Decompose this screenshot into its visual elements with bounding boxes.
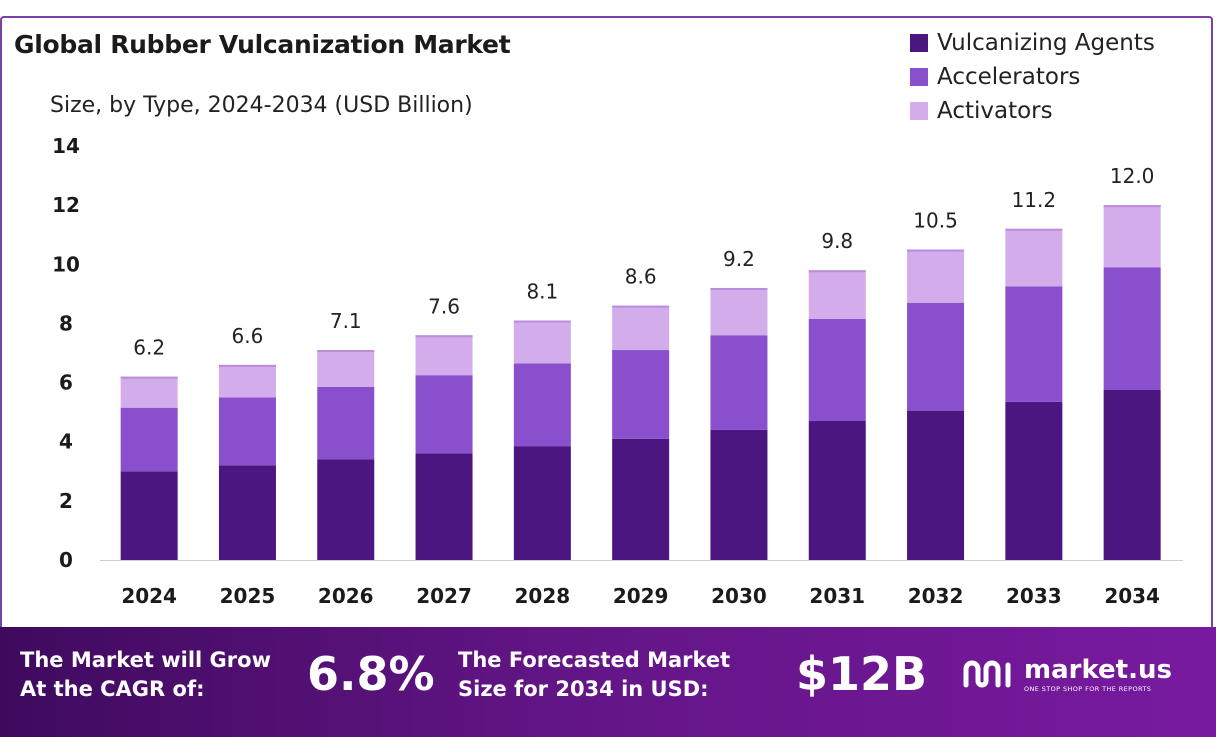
bar-segment-vulcanizing-agents bbox=[710, 429, 768, 560]
x-tick-label: 2030 bbox=[711, 584, 767, 608]
bar-segment-activators bbox=[317, 350, 375, 388]
bar-total-label: 8.1 bbox=[526, 279, 558, 303]
x-tick-label: 2031 bbox=[809, 584, 865, 608]
x-tick-label: 2024 bbox=[121, 584, 177, 608]
forecast-value: $12B bbox=[796, 647, 928, 701]
bar-segment-activators bbox=[218, 364, 276, 398]
bar-segment-accelerators bbox=[513, 363, 571, 447]
bar-segment-activators bbox=[907, 249, 965, 303]
forecast-label: The Forecasted Market Size for 2034 in U… bbox=[458, 646, 730, 704]
bar-segment-accelerators bbox=[1005, 286, 1063, 402]
y-tick-label: 12 bbox=[52, 193, 80, 217]
x-tick-label: 2029 bbox=[613, 584, 669, 608]
bar-segment-activators bbox=[808, 270, 866, 319]
y-tick-label: 8 bbox=[59, 311, 73, 335]
legend-label-accelerators: Accelerators bbox=[937, 64, 1081, 90]
y-tick-label: 2 bbox=[59, 489, 73, 513]
bar-segment-activators bbox=[710, 287, 768, 336]
x-tick-label: 2027 bbox=[416, 584, 472, 608]
bar-total-label: 11.2 bbox=[1012, 188, 1057, 212]
bar-segment-accelerators bbox=[612, 350, 670, 439]
bar-segment-accelerators bbox=[907, 302, 965, 411]
brand-logo: market.us ONE STOP SHOP FOR THE REPORTS bbox=[962, 655, 1172, 695]
bar-segment-activators bbox=[612, 305, 670, 351]
market-us-logo-icon bbox=[963, 660, 1011, 688]
bar-total-label: 9.8 bbox=[821, 229, 853, 253]
legend-label-vulcanizing-agents: Vulcanizing Agents bbox=[937, 30, 1155, 56]
cagr-value: 6.8% bbox=[307, 647, 435, 701]
y-tick-label: 14 bbox=[52, 134, 80, 158]
y-tick-label: 6 bbox=[59, 371, 73, 395]
bar-segment-vulcanizing-agents bbox=[1103, 389, 1161, 560]
bar-total-label: 7.6 bbox=[428, 294, 460, 318]
bar-total-label: 8.6 bbox=[625, 265, 657, 289]
bar-segment-accelerators bbox=[218, 397, 276, 466]
cagr-label-line1: The Market will Grow bbox=[20, 648, 271, 672]
y-tick-label: 10 bbox=[52, 252, 80, 276]
bar-total-label: 6.2 bbox=[133, 336, 165, 360]
bar-segment-accelerators bbox=[415, 375, 473, 454]
x-tick-label: 2034 bbox=[1104, 584, 1160, 608]
legend-item-activators: Activators bbox=[910, 94, 1155, 128]
bar-segment-vulcanizing-agents bbox=[612, 438, 670, 560]
legend-item-accelerators: Accelerators bbox=[910, 60, 1155, 94]
chart-title: Global Rubber Vulcanization Market bbox=[14, 30, 511, 59]
bar-segment-vulcanizing-agents bbox=[513, 446, 571, 560]
bar-segment-accelerators bbox=[317, 387, 375, 460]
bar-segment-vulcanizing-agents bbox=[218, 465, 276, 560]
forecast-label-line1: The Forecasted Market bbox=[458, 648, 731, 672]
bar-total-label: 10.5 bbox=[913, 209, 958, 233]
cagr-label-line2: At the CAGR of: bbox=[20, 677, 205, 701]
bar-segment-accelerators bbox=[808, 318, 866, 422]
legend: Vulcanizing Agents Accelerators Activato… bbox=[910, 26, 1155, 128]
legend-swatch-vulcanizing-agents bbox=[910, 34, 928, 52]
legend-swatch-accelerators bbox=[910, 68, 928, 86]
bar-segment-accelerators bbox=[1103, 267, 1161, 390]
legend-swatch-activators bbox=[910, 102, 928, 120]
bar-segment-activators bbox=[1005, 228, 1063, 287]
brand-name: market.us bbox=[1024, 655, 1172, 685]
bar-total-label: 9.2 bbox=[723, 247, 755, 271]
x-tick-label: 2026 bbox=[318, 584, 374, 608]
stacked-bar-chart: 0 2 4 6 8 10 12 14 6.2 2024 6.6 2025 7.1 2026 7.6 2027 8… bbox=[52, 134, 1183, 608]
y-tick-label: 4 bbox=[59, 430, 73, 454]
brand-tagline: ONE STOP SHOP FOR THE REPORTS bbox=[1024, 685, 1152, 693]
bar-segment-vulcanizing-agents bbox=[120, 471, 178, 560]
bar-segment-activators bbox=[1103, 205, 1161, 268]
bar-segment-vulcanizing-agents bbox=[907, 410, 965, 560]
bar-segment-activators bbox=[513, 320, 571, 364]
bar-segment-vulcanizing-agents bbox=[808, 421, 866, 560]
x-tick-label: 2028 bbox=[515, 584, 571, 608]
legend-label-activators: Activators bbox=[937, 98, 1053, 124]
y-tick-label: 0 bbox=[59, 548, 73, 572]
bar-segment-vulcanizing-agents bbox=[1005, 401, 1063, 560]
bar-total-label: 7.1 bbox=[330, 309, 362, 333]
bar-total-label: 6.6 bbox=[232, 324, 264, 348]
bar-segment-vulcanizing-agents bbox=[415, 453, 473, 560]
x-tick-label: 2032 bbox=[908, 584, 964, 608]
bar-segment-vulcanizing-agents bbox=[317, 459, 375, 560]
forecast-label-line2: Size for 2034 in USD: bbox=[458, 677, 709, 701]
bar-segment-activators bbox=[415, 335, 473, 376]
bar-total-label: 12.0 bbox=[1110, 164, 1155, 188]
legend-item-vulcanizing-agents: Vulcanizing Agents bbox=[910, 26, 1155, 60]
chart-subtitle: Size, by Type, 2024-2034 (USD Billion) bbox=[50, 93, 473, 118]
x-tick-label: 2025 bbox=[220, 584, 276, 608]
bar-segment-accelerators bbox=[710, 335, 768, 430]
summary-banner: The Market will Grow At the CAGR of: 6.8… bbox=[0, 627, 1216, 737]
bar-segment-activators bbox=[120, 376, 178, 408]
bar-segment-accelerators bbox=[120, 407, 178, 472]
cagr-label: The Market will Grow At the CAGR of: bbox=[20, 646, 271, 704]
x-tick-label: 2033 bbox=[1006, 584, 1062, 608]
